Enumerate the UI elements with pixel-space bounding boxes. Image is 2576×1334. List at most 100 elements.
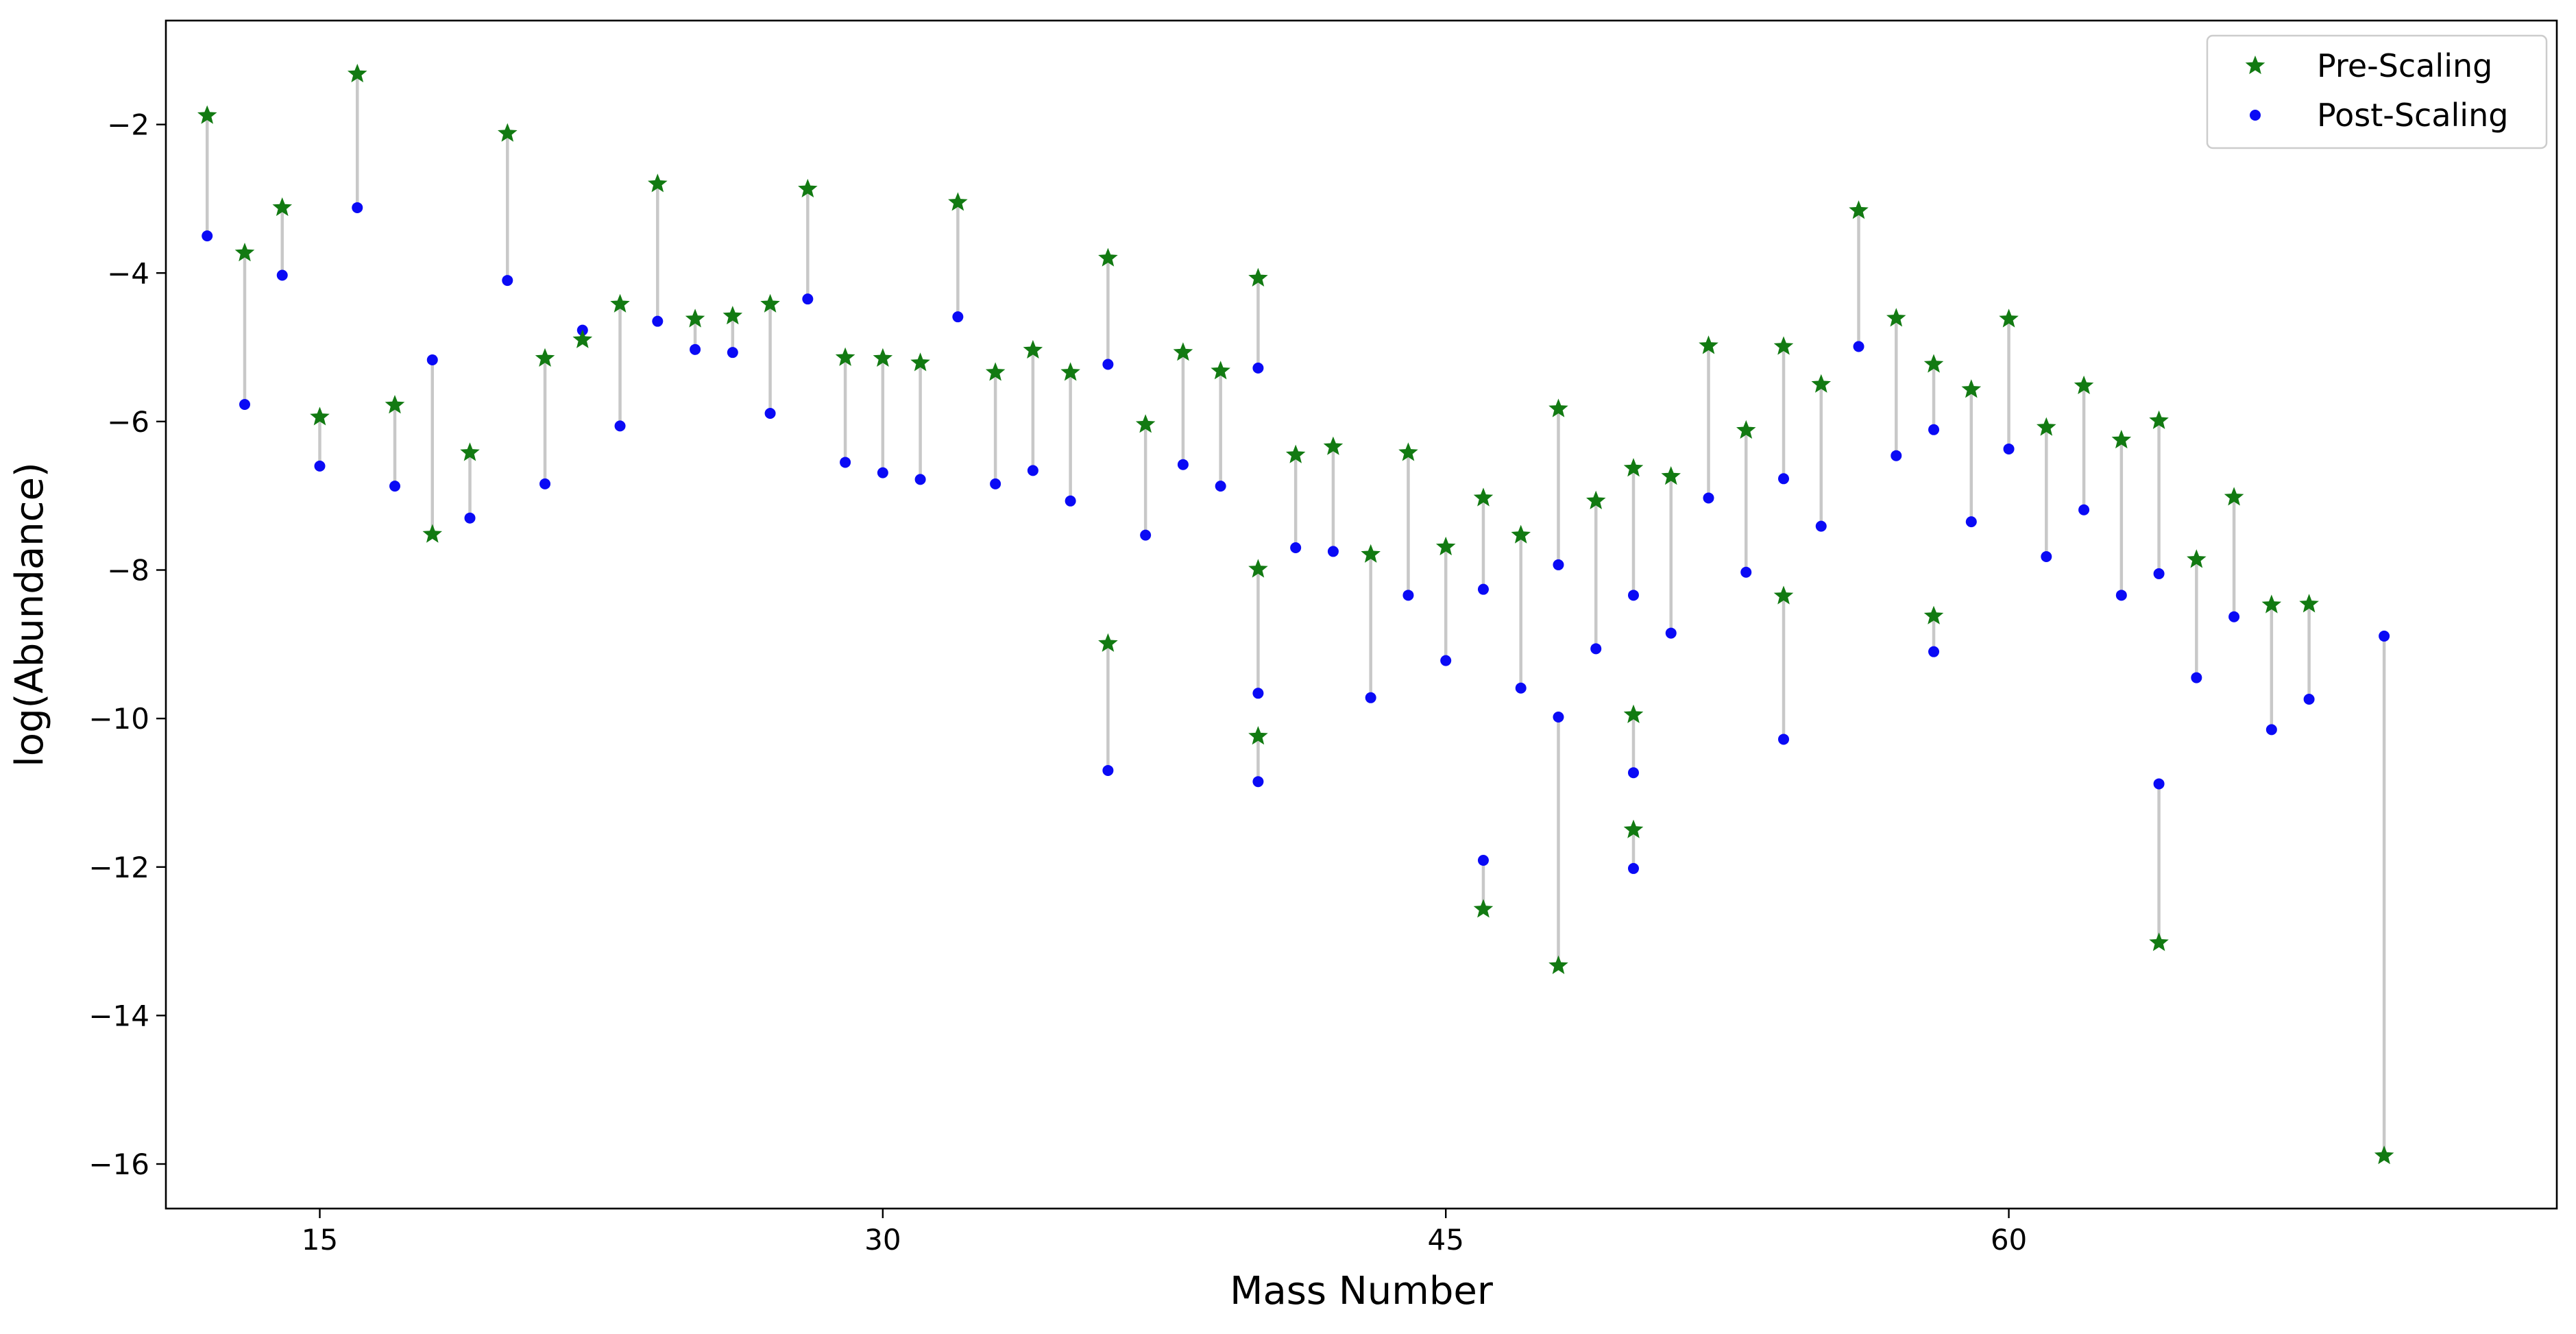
pre-scaling-point <box>2111 430 2132 449</box>
pre-scaling-point <box>1473 487 1494 507</box>
pre-scaling-point <box>948 192 968 211</box>
connector-lines <box>205 73 2386 1156</box>
post-scaling-point <box>1102 359 1114 370</box>
pre-scaling-point <box>685 308 705 328</box>
post-scaling-point <box>1553 559 1564 570</box>
pre-scaling-point <box>197 105 217 124</box>
post-scaling-point <box>1965 516 1977 528</box>
post-scaling-point <box>1140 529 1152 541</box>
pre-scaling-point <box>1098 247 1118 267</box>
pre-scaling-point <box>422 524 442 543</box>
y-axis-label: log(Abundance) <box>8 462 52 767</box>
pre-scaling-point <box>1248 726 1268 745</box>
pre-scaling-point <box>1098 633 1118 652</box>
post-scaling-point <box>1177 459 1189 470</box>
pre-scaling-point <box>1248 267 1268 287</box>
post-scaling-point <box>1665 627 1677 639</box>
post-scaling-point <box>2265 724 2277 736</box>
pre-scaling-point <box>385 395 405 414</box>
post-scaling-point <box>1778 473 1790 485</box>
y-tick-label: −2 <box>107 108 149 142</box>
pre-scaling-point <box>348 64 367 83</box>
post-scaling-point <box>1102 764 1114 776</box>
post-scaling-point <box>1252 688 1264 699</box>
pre-scaling-point <box>1773 336 1794 355</box>
post-scaling-point <box>1928 424 1940 435</box>
plot-area-frame <box>165 19 2558 1210</box>
pre-scaling-point <box>1398 442 1418 461</box>
x-axis-label: Mass Number <box>1230 1269 1494 1313</box>
post-scaling-point <box>1815 520 1827 532</box>
pre-scaling-point <box>1811 374 1831 393</box>
legend-entry-post-scaling: Post-Scaling <box>2250 97 2508 134</box>
pre-scaling-point <box>1060 362 1080 381</box>
post-scaling-point <box>314 460 326 472</box>
post-scaling-point <box>2303 693 2315 705</box>
pre-scaling-point <box>722 306 743 325</box>
post-scaling-point <box>2115 590 2127 601</box>
pre-scaling-point <box>1849 200 1869 219</box>
post-scaling-point <box>1778 733 1790 745</box>
post-scaling-point <box>1515 682 1527 694</box>
pre-scaling-point <box>2074 375 2094 394</box>
pre-scaling-point <box>535 348 555 367</box>
pre-scaling-point <box>1135 414 1156 433</box>
x-tick-label: 30 <box>864 1223 901 1257</box>
pre-scaling-point <box>498 123 518 142</box>
pre-scaling-point <box>460 442 480 461</box>
pre-scaling-point <box>2224 487 2244 506</box>
pre-scaling-point <box>1323 436 1344 455</box>
pre-scaling-point <box>2374 1145 2394 1165</box>
legend-box <box>2206 34 2548 149</box>
post-scaling-point <box>840 457 851 468</box>
post-scaling-point <box>239 398 250 410</box>
data-points <box>197 64 2394 1165</box>
post-scaling-point <box>764 407 776 419</box>
legend-star-marker <box>2245 56 2265 75</box>
post-scaling-point <box>1215 481 1226 492</box>
y-tick-label: −16 <box>88 1148 149 1181</box>
pre-scaling-point <box>760 293 780 313</box>
pre-scaling-point <box>1248 559 1268 578</box>
pre-scaling-point <box>910 352 930 372</box>
post-scaling-point <box>1891 450 1902 461</box>
post-scaling-point <box>1477 855 1489 866</box>
pre-scaling-point <box>835 347 855 366</box>
pre-scaling-point <box>1623 704 1644 723</box>
post-scaling-point <box>2078 504 2090 516</box>
post-scaling-point <box>1627 862 1639 874</box>
post-scaling-point <box>990 478 1001 489</box>
post-scaling-point <box>2379 630 2390 642</box>
post-scaling-point <box>1477 583 1489 595</box>
post-scaling-point <box>877 467 888 478</box>
pre-scaling-point <box>985 362 1006 381</box>
pre-scaling-point <box>1511 524 1531 544</box>
legend-circle-marker <box>2250 110 2261 121</box>
post-scaling-point <box>1440 655 1452 666</box>
post-scaling-point <box>727 347 738 359</box>
post-scaling-point <box>690 343 701 355</box>
post-scaling-point <box>1065 495 1076 507</box>
pre-scaling-point <box>572 329 593 348</box>
post-scaling-point <box>2153 568 2165 579</box>
post-scaling-point <box>1627 767 1639 779</box>
post-scaling-point <box>2228 611 2240 622</box>
post-scaling-point <box>614 420 626 432</box>
pre-scaling-point <box>1623 819 1644 838</box>
post-scaling-point <box>1402 590 1414 601</box>
post-scaling-point <box>1740 566 1752 578</box>
post-scaling-point <box>464 512 476 524</box>
post-scaling-point <box>1027 465 1038 476</box>
pre-scaling-point <box>272 197 292 217</box>
post-scaling-point <box>1853 341 1864 352</box>
y-axis: −16 −14 −12 −10 −8 −6 −4 −2 <box>88 108 166 1181</box>
post-scaling-point <box>1365 692 1376 703</box>
post-scaling-point <box>2191 672 2202 683</box>
pre-scaling-point <box>1961 379 1982 398</box>
post-scaling-point <box>1928 646 1940 657</box>
pre-scaling-point <box>1923 605 1944 624</box>
post-scaling-point <box>652 315 664 327</box>
x-axis: 15 30 45 60 <box>302 1209 2027 1257</box>
pre-scaling-point <box>234 243 255 262</box>
